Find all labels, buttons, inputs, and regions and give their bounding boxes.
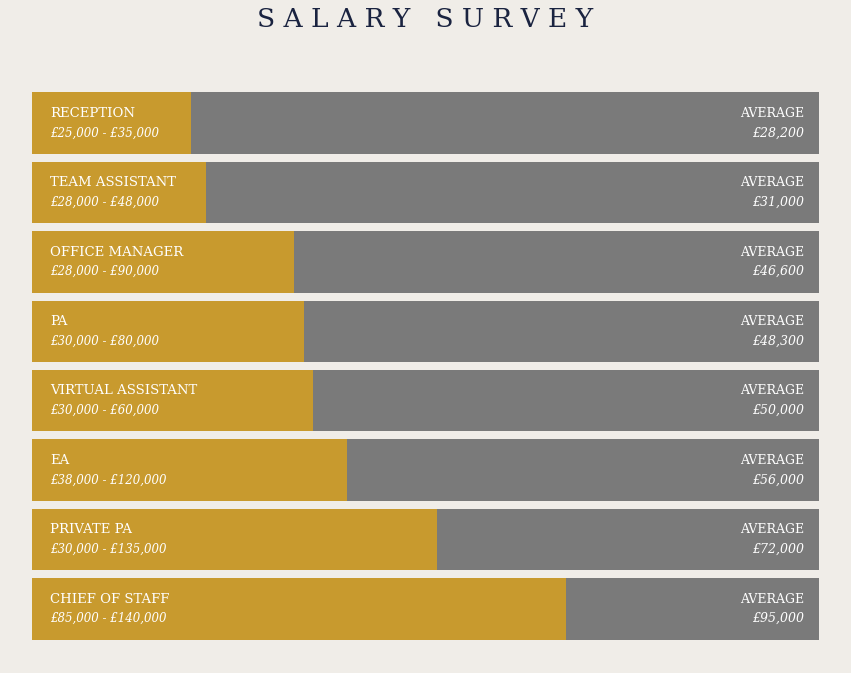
FancyBboxPatch shape [313,370,819,431]
Text: £30,000 - £135,000: £30,000 - £135,000 [50,542,167,556]
FancyBboxPatch shape [304,301,819,362]
Text: EA: EA [50,454,70,466]
FancyBboxPatch shape [32,301,819,362]
FancyBboxPatch shape [32,162,819,223]
Text: £72,000: £72,000 [752,542,804,556]
Text: RECEPTION: RECEPTION [50,107,135,120]
FancyBboxPatch shape [32,578,819,639]
Text: VIRTUAL ASSISTANT: VIRTUAL ASSISTANT [50,384,197,397]
Text: £46,600: £46,600 [752,265,804,278]
Text: £30,000 - £60,000: £30,000 - £60,000 [50,404,159,417]
Text: AVERAGE: AVERAGE [740,315,804,328]
Text: PA: PA [50,315,68,328]
Text: AVERAGE: AVERAGE [740,176,804,189]
Text: £30,000 - £80,000: £30,000 - £80,000 [50,334,159,347]
Text: TEAM ASSISTANT: TEAM ASSISTANT [50,176,176,189]
FancyBboxPatch shape [294,231,819,293]
Text: £38,000 - £120,000: £38,000 - £120,000 [50,473,167,487]
Text: AVERAGE: AVERAGE [740,592,804,606]
Text: £50,000: £50,000 [752,404,804,417]
Text: £85,000 - £140,000: £85,000 - £140,000 [50,612,167,625]
Text: £28,200: £28,200 [752,127,804,139]
Text: £95,000: £95,000 [752,612,804,625]
Text: OFFICE MANAGER: OFFICE MANAGER [50,246,184,258]
FancyBboxPatch shape [191,92,819,153]
Text: AVERAGE: AVERAGE [740,107,804,120]
Text: £31,000: £31,000 [752,196,804,209]
Text: £25,000 - £35,000: £25,000 - £35,000 [50,127,159,139]
Text: AVERAGE: AVERAGE [740,523,804,536]
FancyBboxPatch shape [32,439,819,501]
FancyBboxPatch shape [32,370,819,431]
Text: AVERAGE: AVERAGE [740,246,804,258]
FancyBboxPatch shape [32,92,819,153]
Text: £28,000 - £90,000: £28,000 - £90,000 [50,265,159,278]
Text: CHIEF OF STAFF: CHIEF OF STAFF [50,592,170,606]
Title: S A L A R Y   S U R V E Y: S A L A R Y S U R V E Y [258,7,593,32]
FancyBboxPatch shape [32,509,819,570]
Text: £56,000: £56,000 [752,473,804,487]
FancyBboxPatch shape [347,439,819,501]
Text: PRIVATE PA: PRIVATE PA [50,523,133,536]
FancyBboxPatch shape [32,231,819,293]
Text: AVERAGE: AVERAGE [740,384,804,397]
Text: AVERAGE: AVERAGE [740,454,804,466]
FancyBboxPatch shape [206,162,819,223]
FancyBboxPatch shape [437,509,819,570]
Text: £48,300: £48,300 [752,334,804,347]
Text: £28,000 - £48,000: £28,000 - £48,000 [50,196,159,209]
FancyBboxPatch shape [566,578,819,639]
